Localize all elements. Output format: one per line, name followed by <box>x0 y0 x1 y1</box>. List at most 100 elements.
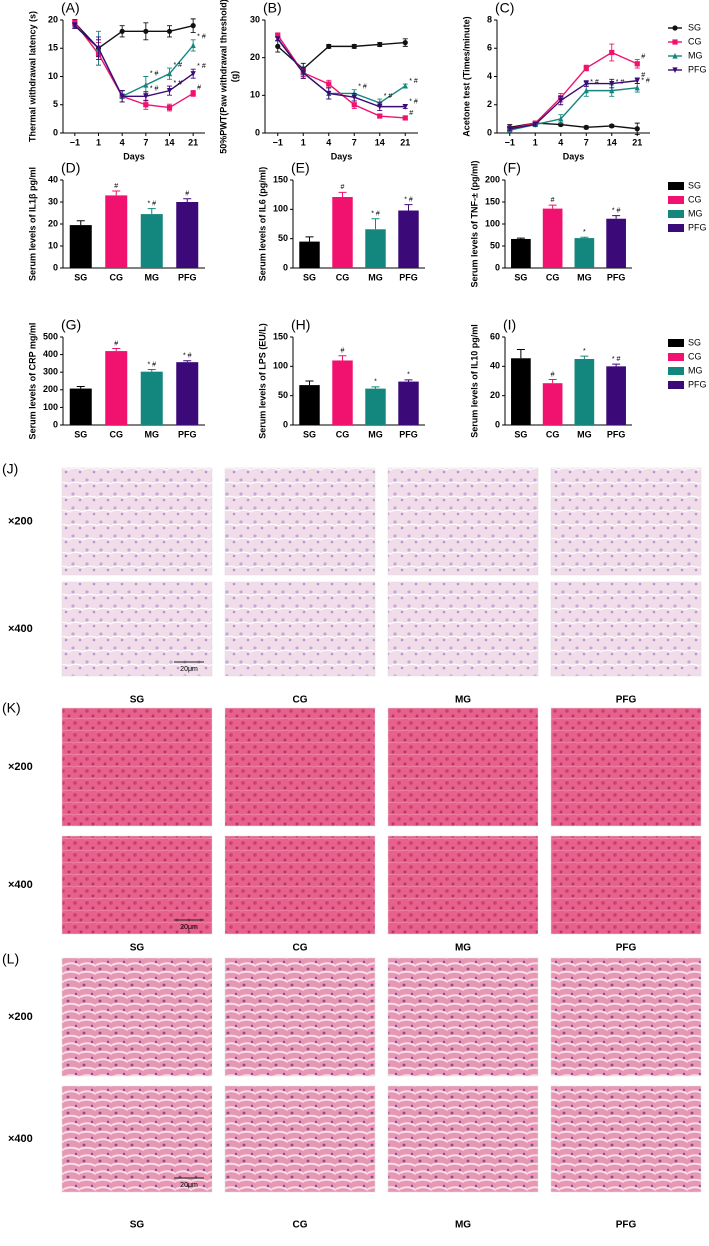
error-bar <box>548 204 557 209</box>
marker <box>402 40 408 46</box>
marker <box>609 80 615 87</box>
histology-image <box>387 957 539 1077</box>
y-axis-title: Serum levels of IL1β pg/ml <box>27 167 37 281</box>
group-label: MG <box>455 1220 471 1231</box>
marker <box>634 126 640 132</box>
marker <box>402 82 408 89</box>
group-label: CG <box>293 695 308 706</box>
significance-label: * <box>374 379 377 386</box>
magnification-label: ×200 <box>8 515 33 527</box>
legend-label: MG <box>688 365 703 375</box>
marker <box>166 70 173 77</box>
error-bar <box>404 204 413 211</box>
x-tick-label: 1 <box>96 137 101 147</box>
marker <box>326 90 332 97</box>
error-bar <box>580 236 589 239</box>
histology-image <box>224 835 376 935</box>
marker <box>583 80 589 87</box>
panel-label: (C) <box>495 0 514 16</box>
x-tick-label: 14 <box>375 137 385 147</box>
y-tick-label: 100 <box>485 218 500 228</box>
x-tick-label: PFG <box>178 272 197 282</box>
marker <box>119 28 125 34</box>
legend-swatch <box>668 339 684 347</box>
significance-label: # <box>341 348 345 355</box>
histology-image <box>224 707 376 827</box>
bar <box>140 371 163 425</box>
y-tick-label: 400 <box>43 349 58 359</box>
panel-label: (J) <box>2 461 18 477</box>
y-tick-label: 40 <box>490 361 500 371</box>
x-tick-label: 1 <box>533 137 538 147</box>
marker <box>275 32 281 38</box>
legend-swatch <box>668 224 684 232</box>
bar <box>332 197 353 268</box>
y-tick-label: 20 <box>490 390 500 400</box>
scale-bar-label: 20μm <box>180 924 198 931</box>
histology-image <box>224 1085 376 1193</box>
legend-label: CG <box>688 351 702 361</box>
bar <box>176 362 199 425</box>
magnification-label: ×400 <box>8 879 33 891</box>
histology-image <box>61 957 213 1077</box>
group-label: SG <box>130 1220 145 1231</box>
marker <box>143 81 149 88</box>
legend-label: SG <box>688 22 701 32</box>
legend-label: SG <box>688 337 701 347</box>
error-bar <box>147 369 156 372</box>
panel-label: (K) <box>2 700 21 716</box>
legend-label: PFG <box>688 379 707 389</box>
series-line <box>277 38 406 108</box>
marker <box>609 87 615 94</box>
y-axis-title: Serum levels of LPS (EU/L) <box>257 323 267 439</box>
y-tick-label: 15 <box>48 43 58 53</box>
significance-label: * # <box>641 77 650 84</box>
marker <box>507 126 513 132</box>
marker <box>532 121 538 128</box>
error-bar <box>338 191 347 198</box>
marker <box>326 43 332 49</box>
group-label: MG <box>455 695 471 706</box>
y-axis-title: Serum levels of IL10 pg/ml <box>469 324 479 438</box>
y-axis-title: Serum levels of CRP mg/ml <box>27 323 37 440</box>
bar <box>398 210 419 268</box>
significance-label: * # <box>174 62 183 69</box>
error-bar <box>305 380 314 386</box>
group-label: SG <box>130 943 145 954</box>
marker <box>672 67 678 74</box>
significance-label: # <box>551 197 555 204</box>
x-tick-label: CG <box>546 429 560 439</box>
marker <box>558 97 564 104</box>
x-tick-label: CG <box>336 429 350 439</box>
y-tick-label: 150 <box>273 331 288 341</box>
x-tick-label: 4 <box>558 137 563 147</box>
panel-label: (G) <box>61 317 81 333</box>
y-tick-label: 10 <box>48 240 58 250</box>
significance-label: # <box>114 183 118 190</box>
marker <box>143 93 149 100</box>
marker <box>558 115 564 122</box>
significance-label: * # <box>150 70 159 77</box>
significance-label: * # <box>150 86 159 93</box>
marker <box>377 113 383 119</box>
group-label: PFG <box>616 1220 637 1231</box>
marker <box>95 45 102 52</box>
y-tick-label: 10 <box>250 90 260 100</box>
significance-label: * # <box>409 99 418 106</box>
marker <box>190 90 196 97</box>
panel-label: (I) <box>503 317 516 333</box>
x-tick-label: MG <box>577 272 592 282</box>
group-label: CG <box>293 1220 308 1231</box>
bar <box>69 388 92 425</box>
y-axis-title: Acetone test (Times/minute) <box>461 16 471 136</box>
x-axis-title: Days <box>123 151 145 161</box>
x-tick-label: PFG <box>399 429 418 439</box>
marker <box>377 104 383 110</box>
marker <box>166 88 173 94</box>
error-bar <box>612 215 621 219</box>
y-tick-label: 0 <box>283 419 288 429</box>
significance-label: * # <box>409 78 418 85</box>
y-tick-label: 5 <box>53 99 58 109</box>
series-line <box>74 22 194 50</box>
group-label: MG <box>455 943 471 954</box>
